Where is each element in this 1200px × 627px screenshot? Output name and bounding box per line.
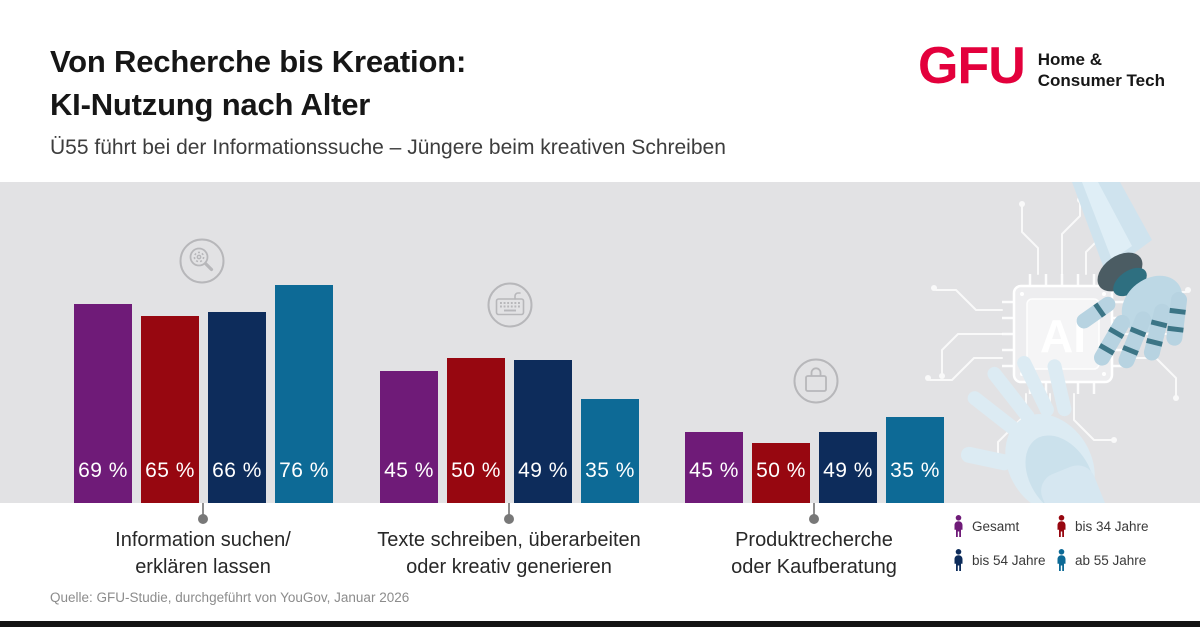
person-icon bbox=[954, 515, 963, 537]
bar-value-label: 49 % bbox=[823, 459, 873, 482]
bar-gesamt[interactable]: 45 % bbox=[380, 371, 438, 503]
bar-gesamt[interactable]: 45 % bbox=[685, 432, 743, 503]
person-icon bbox=[1057, 549, 1066, 571]
legend-label: bis 34 Jahre bbox=[1075, 519, 1149, 534]
bar-value-label: 69 % bbox=[78, 459, 128, 482]
bar-ab-55-jahre[interactable]: 35 % bbox=[581, 399, 639, 503]
connector-dot bbox=[504, 514, 514, 524]
connector-line bbox=[813, 503, 815, 515]
connector-dot bbox=[809, 514, 819, 524]
category-label-2: Texte schreiben, überarbeiten oder kreati… bbox=[377, 529, 641, 578]
bar-bis-54-jahre[interactable]: 49 % bbox=[819, 432, 877, 503]
gfu-logo-text: GFU bbox=[918, 37, 1026, 95]
page-title-line1: Von Recherche bis Kreation: bbox=[50, 44, 467, 79]
bar-bis-34-jahre[interactable]: 50 % bbox=[447, 358, 505, 503]
source-note: Quelle: GFU-Studie, durchgeführt von You… bbox=[50, 590, 410, 605]
connector-dot bbox=[198, 514, 208, 524]
bar-ab-55-jahre[interactable]: 35 % bbox=[886, 417, 944, 503]
bar-ab-55-jahre[interactable]: 76 % bbox=[275, 285, 333, 503]
connector-line bbox=[508, 503, 510, 515]
gfu-logo: GFU Home & Consumer Tech bbox=[918, 40, 1165, 92]
bar-value-label: 49 % bbox=[518, 459, 568, 482]
legend-item-bis-54-jahre: bis 54 Jahre bbox=[952, 549, 1047, 572]
person-icon bbox=[954, 549, 963, 571]
gfu-logo-tagline-line1: Home & bbox=[1037, 50, 1102, 69]
gfu-logo-tagline-line2: Consumer Tech bbox=[1037, 71, 1165, 90]
person-icon bbox=[1057, 515, 1066, 537]
connector-line bbox=[202, 503, 204, 515]
bar-group-3: 45 % 50 % 49 % 35 % bbox=[685, 417, 944, 503]
legend-item-ab-55-jahre: ab 55 Jahre bbox=[1055, 549, 1197, 572]
bar-value-label: 45 % bbox=[384, 459, 434, 482]
bar-bis-34-jahre[interactable]: 50 % bbox=[752, 443, 810, 503]
bar-bis-34-jahre[interactable]: 65 % bbox=[141, 316, 199, 503]
bar-value-label: 50 % bbox=[756, 459, 806, 482]
bar-gesamt[interactable]: 69 % bbox=[74, 304, 132, 503]
bar-group-2: 45 % 50 % 49 % 35 % bbox=[380, 358, 639, 503]
bar-value-label: 65 % bbox=[145, 459, 195, 482]
legend-label: bis 54 Jahre bbox=[972, 553, 1046, 568]
bar-bis-54-jahre[interactable]: 49 % bbox=[514, 360, 572, 503]
bar-bis-54-jahre[interactable]: 66 % bbox=[208, 312, 266, 503]
bar-value-label: 35 % bbox=[890, 459, 940, 482]
page-title-line2: KI-Nutzung nach Alter bbox=[50, 87, 371, 122]
bar-value-label: 76 % bbox=[279, 459, 329, 482]
category-label-3: Produktrecherche oder Kaufberatung bbox=[731, 529, 897, 578]
keyboard-icon bbox=[487, 282, 533, 328]
bar-value-label: 45 % bbox=[689, 459, 739, 482]
bar-value-label: 66 % bbox=[212, 459, 262, 482]
magnifier-gear-icon bbox=[179, 238, 225, 284]
legend-label: ab 55 Jahre bbox=[1075, 553, 1147, 568]
bar-value-label: 50 % bbox=[451, 459, 501, 482]
gfu-logo-tagline: Home & Consumer Tech bbox=[1038, 49, 1165, 91]
shopping-bag-icon bbox=[793, 358, 839, 404]
bottom-border-bar bbox=[0, 621, 1200, 627]
page-subtitle: Ü55 führt bei der Informationssuche – Jü… bbox=[50, 136, 726, 159]
category-label-1: Information suchen/erklären lassen bbox=[115, 529, 291, 578]
legend-item-gesamt: Gesamt bbox=[952, 515, 1047, 538]
legend-item-bis-34-jahre: bis 34 Jahre bbox=[1055, 515, 1197, 538]
legend-label: Gesamt bbox=[972, 519, 1020, 534]
legend: Gesamt bis 34 Jahre bis 54 Jahre ab 55 Jahr… bbox=[952, 515, 1197, 572]
page-title: Von Recherche bis Kreation: KI-Nutzung n… bbox=[50, 40, 466, 126]
bar-value-label: 35 % bbox=[585, 459, 635, 482]
bar-group-1: 69 % 65 % 66 % 76 % bbox=[74, 285, 333, 503]
